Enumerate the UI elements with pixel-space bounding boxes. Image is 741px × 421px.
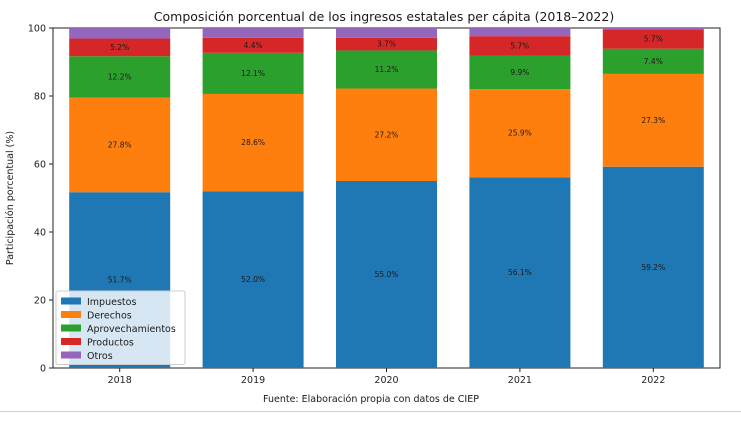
data-label: 12.2% bbox=[108, 72, 132, 81]
data-label: 5.2% bbox=[110, 43, 129, 52]
data-label: 12.1% bbox=[241, 69, 265, 78]
legend-label-otros: Otros bbox=[87, 351, 113, 362]
bar-segment-aprovechamientos-2020 bbox=[336, 50, 437, 89]
y-tick-label: 40 bbox=[34, 228, 46, 239]
bar-segment-productos-2021 bbox=[469, 36, 571, 56]
bar-segment-aprovechamientos-2022 bbox=[602, 48, 704, 74]
legend-label-impuestos: Impuestos bbox=[87, 297, 136, 308]
data-label: 28.6% bbox=[241, 138, 265, 147]
bar-segment-aprovechamientos-2019 bbox=[202, 52, 304, 94]
legend-swatch-derechos bbox=[61, 311, 81, 318]
data-label: 5.7% bbox=[644, 35, 663, 44]
bar-segment-otros-2018 bbox=[69, 28, 171, 39]
bar-segment-impuestos-2019 bbox=[202, 191, 304, 368]
data-label: 55.0% bbox=[375, 270, 399, 279]
data-label: 27.3% bbox=[641, 116, 665, 125]
legend-label-aprovechamientos: Aprovechamientos bbox=[87, 324, 176, 335]
data-label: 5.7% bbox=[510, 41, 529, 50]
bar-segment-otros-2021 bbox=[469, 28, 571, 37]
x-tick-label: 2019 bbox=[241, 375, 265, 386]
y-tick-label: 100 bbox=[28, 24, 46, 35]
bar-segment-otros-2019 bbox=[202, 28, 304, 38]
bar-segment-productos-2019 bbox=[202, 37, 304, 53]
bar-segment-impuestos-2022 bbox=[602, 166, 704, 368]
bar-segment-impuestos-2021 bbox=[469, 177, 571, 368]
legend-label-productos: Productos bbox=[87, 338, 134, 349]
y-tick-label: 80 bbox=[34, 92, 46, 103]
data-label: 11.2% bbox=[375, 65, 399, 74]
y-tick-label: 20 bbox=[34, 296, 46, 307]
legend-box bbox=[55, 290, 186, 365]
x-tick-label: 2021 bbox=[508, 375, 532, 386]
legend: Impuestos Derechos Aprovechamientos Product… bbox=[55, 290, 186, 365]
bar-segment-productos-2022 bbox=[602, 29, 704, 49]
y-axis-label: Participación porcentual (%) bbox=[5, 131, 16, 265]
source-note: Fuente: Elaboración propia con datos de … bbox=[263, 394, 479, 405]
bar-segment-productos-2018 bbox=[69, 38, 171, 57]
data-label: 51.7% bbox=[108, 276, 132, 285]
data-label: 27.8% bbox=[108, 140, 132, 149]
bar-segment-otros-2020 bbox=[336, 28, 437, 38]
bar-segment-derechos-2019 bbox=[202, 93, 304, 192]
bottom-divider bbox=[0, 411, 741, 412]
x-tick-label: 2022 bbox=[641, 375, 665, 386]
data-label: 56.1% bbox=[508, 268, 532, 277]
x-tick-label: 2018 bbox=[108, 375, 132, 386]
bar-segment-derechos-2021 bbox=[469, 89, 571, 178]
y-tick-label: 0 bbox=[40, 364, 46, 375]
bar-segment-impuestos-2020 bbox=[336, 181, 437, 368]
legend-swatch-aprovechamientos bbox=[61, 324, 81, 332]
legend-label-derechos: Derechos bbox=[87, 311, 132, 322]
bar-segment-aprovechamientos-2021 bbox=[469, 55, 571, 90]
x-tick-label: 2020 bbox=[374, 375, 398, 386]
bar-segment-derechos-2022 bbox=[602, 73, 704, 167]
data-label: 4.4% bbox=[244, 41, 263, 50]
bar-segment-otros-2022 bbox=[602, 28, 704, 30]
data-label: 52.0% bbox=[241, 275, 265, 284]
data-label: 3.7% bbox=[377, 40, 396, 49]
data-label: 9.9% bbox=[510, 68, 529, 77]
data-label: 59.2% bbox=[641, 263, 665, 272]
bar-segment-productos-2020 bbox=[336, 37, 437, 51]
data-label: 25.9% bbox=[508, 129, 532, 138]
bar-segment-derechos-2018 bbox=[69, 97, 171, 193]
bar-segment-aprovechamientos-2018 bbox=[69, 56, 171, 98]
chart-title: Composición porcentual de los ingresos e… bbox=[154, 9, 614, 24]
data-label: 27.2% bbox=[375, 130, 399, 139]
legend-swatch-otros bbox=[61, 351, 81, 359]
legend-swatch-productos bbox=[61, 338, 81, 345]
y-tick-label: 60 bbox=[34, 160, 46, 171]
legend-swatch-impuestos bbox=[61, 297, 81, 305]
bar-segment-derechos-2020 bbox=[336, 88, 437, 181]
data-label: 7.4% bbox=[644, 57, 663, 66]
